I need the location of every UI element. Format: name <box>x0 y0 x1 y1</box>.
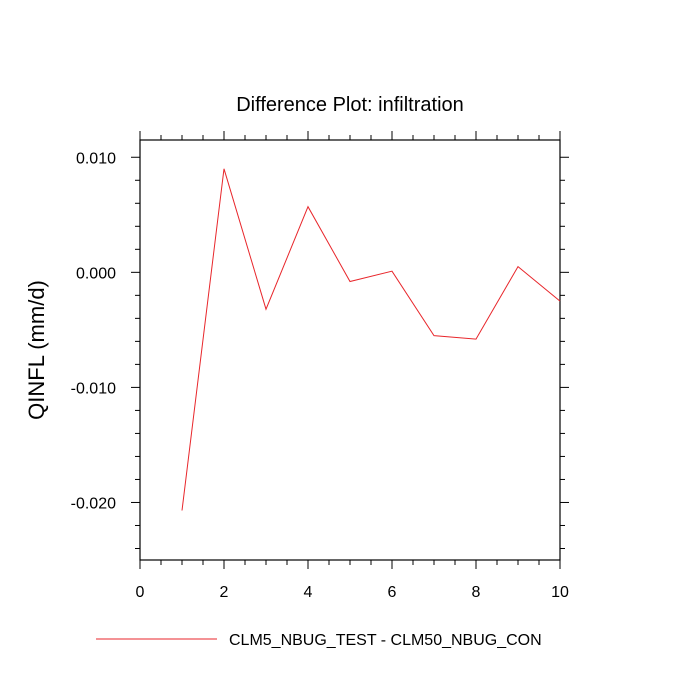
series-line <box>181 168 561 511</box>
y-tick-label: 0.010 <box>76 150 116 167</box>
x-tick-label: 0 <box>136 584 145 601</box>
plot-frame <box>139 139 561 561</box>
x-tick-label: 2 <box>220 584 229 601</box>
y-tick-label: 0.000 <box>76 265 116 282</box>
legend: CLM5_NBUG_TEST - CLM50_NBUG_CON <box>96 632 542 649</box>
x-tick-label: 6 <box>388 584 397 601</box>
y-tick-label: -0.010 <box>71 380 116 397</box>
x-tick-label: 8 <box>472 584 481 601</box>
x-tick-label: 10 <box>551 584 569 601</box>
chart-title: Difference Plot: infiltration <box>236 94 464 116</box>
y-axis-label: QINFL (mm/d) <box>24 280 49 420</box>
legend-label: CLM5_NBUG_TEST - CLM50_NBUG_CON <box>229 632 542 649</box>
x-tick-label: 4 <box>304 584 313 601</box>
y-tick-label: -0.020 <box>71 495 116 512</box>
axis-ticks <box>131 131 569 569</box>
data-series <box>181 168 561 511</box>
tick-labels: 0 2 4 6 8 10 0.010 0.000 -0.010 -0.020 <box>71 150 569 601</box>
